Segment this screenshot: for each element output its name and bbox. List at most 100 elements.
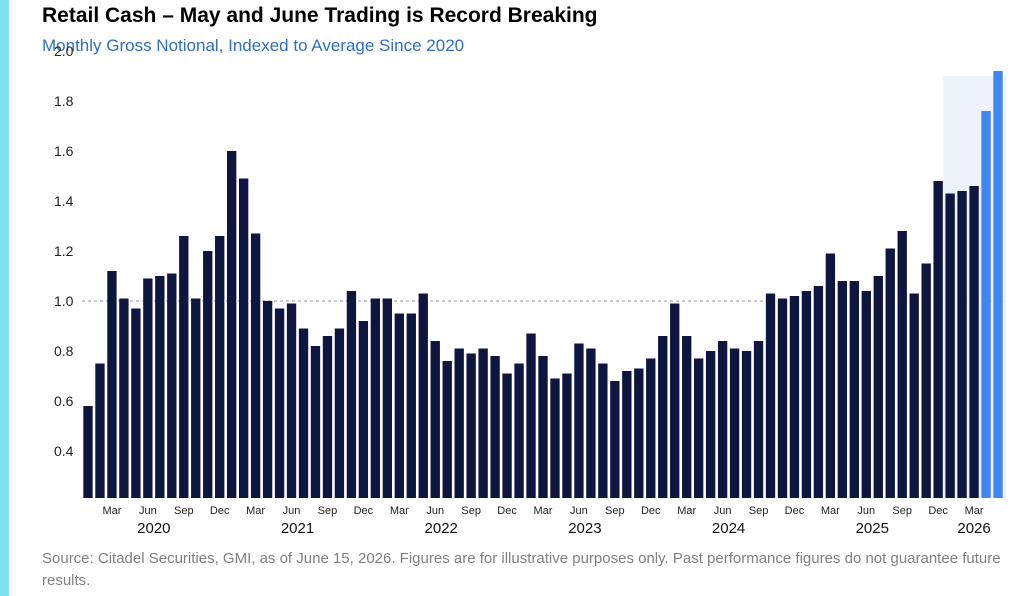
bar [921, 263, 931, 498]
bar [490, 356, 500, 498]
bar [658, 336, 668, 498]
bar [909, 293, 919, 498]
bar [634, 368, 644, 498]
bar [957, 191, 967, 498]
year-label: 2020 [137, 520, 170, 537]
bar [167, 273, 177, 498]
chart-title: Retail Cash – May and June Trading is Re… [42, 4, 598, 27]
bar [370, 298, 381, 498]
y-tick-label: 1.2 [54, 243, 74, 259]
bar [406, 313, 416, 498]
bar [442, 361, 452, 498]
bar [873, 276, 883, 498]
bar [717, 341, 728, 498]
bar [119, 298, 129, 498]
y-tick-label: 1.0 [54, 293, 74, 309]
bar [526, 333, 536, 498]
bar [334, 328, 345, 498]
x-tick-label: Dec [785, 505, 805, 517]
bar [394, 313, 404, 498]
chart-subtitle: Monthly Gross Notional, Indexed to Avera… [42, 36, 465, 55]
bar [131, 308, 141, 498]
y-tick-label: 0.6 [54, 393, 74, 409]
x-tick-label: Mar [102, 505, 121, 517]
bar [777, 298, 788, 498]
x-tick-label: Sep [174, 505, 194, 517]
year-label: 2022 [425, 520, 458, 537]
x-tick-label: Dec [210, 505, 230, 517]
bar [813, 286, 824, 498]
bar [215, 236, 225, 498]
bar [897, 231, 907, 498]
bar [155, 276, 165, 498]
x-tick-label: Mar [390, 505, 409, 517]
bar [849, 281, 859, 498]
bar [682, 336, 692, 498]
bar [502, 373, 512, 498]
y-tick-label: 2.0 [54, 43, 74, 59]
x-tick-label: Jun [283, 505, 301, 517]
bar [693, 358, 704, 498]
bar [550, 378, 560, 498]
bar [514, 363, 524, 498]
bar [107, 271, 117, 498]
x-tick-label: Jun [426, 505, 444, 517]
y-tick-label: 1.4 [54, 193, 74, 209]
accent-bar [0, 0, 9, 596]
x-tick-label: Jun [570, 505, 588, 517]
bar [238, 178, 249, 498]
bar [382, 298, 393, 498]
bar [286, 303, 297, 498]
bar [741, 351, 752, 498]
source-note: Source: Citadel Securities, GMI, as of J… [42, 550, 1001, 589]
bar [538, 356, 548, 498]
bar [586, 348, 596, 498]
bar [670, 303, 680, 498]
y-tick-label: 0.8 [54, 343, 74, 359]
bar [310, 346, 321, 498]
bar [227, 151, 237, 498]
bar [346, 291, 357, 498]
year-label: 2025 [856, 520, 889, 537]
x-tick-label: Dec [497, 505, 517, 517]
x-tick-label: Mar [677, 505, 696, 517]
bar [418, 293, 428, 498]
bar [179, 236, 189, 498]
x-tick-label: Dec [928, 505, 948, 517]
year-label: 2024 [712, 520, 745, 537]
bar [622, 371, 632, 498]
bar [969, 186, 979, 498]
year-label: 2021 [281, 520, 314, 537]
bar [705, 351, 716, 498]
bar [191, 298, 201, 498]
bar [478, 348, 488, 498]
bar [274, 308, 285, 498]
bar [801, 291, 812, 498]
bar [765, 293, 776, 498]
x-tick-label: Dec [354, 505, 374, 517]
x-tick-label: Sep [461, 505, 481, 517]
bar [562, 373, 572, 498]
bar [358, 321, 369, 498]
bar-chart: 0.4 0.6 0.8 1.0 1.2 1.4 1.6 1.8 2.0 Mar Jun Sep Dec… [54, 43, 1006, 537]
bar [83, 406, 93, 498]
bar [837, 281, 848, 498]
bar [250, 233, 261, 498]
y-tick-label: 0.4 [54, 443, 74, 459]
y-tick-label: 1.8 [54, 93, 74, 109]
year-label: 2023 [568, 520, 601, 537]
bar [95, 363, 105, 498]
bar [933, 181, 943, 498]
bar [466, 353, 476, 498]
x-tick-label: Jun [139, 505, 157, 517]
bar [729, 348, 740, 498]
bar [454, 348, 464, 498]
bar [322, 336, 333, 498]
x-tick-label: Sep [892, 505, 912, 517]
bar [143, 278, 153, 498]
x-tick-label: Jun [857, 505, 875, 517]
x-tick-label: Mar [965, 505, 984, 517]
x-tick-label: Sep [318, 505, 338, 517]
bar [789, 296, 800, 498]
